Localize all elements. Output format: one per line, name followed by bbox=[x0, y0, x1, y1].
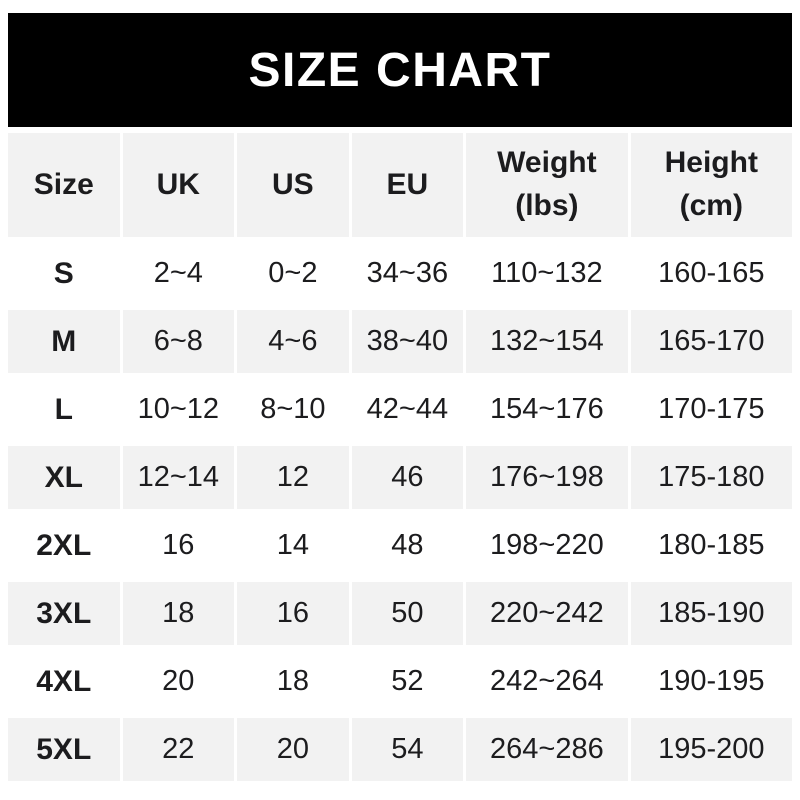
cell-us: 20 bbox=[237, 718, 349, 781]
cell-size: 5XL bbox=[8, 718, 120, 781]
cell-weight_lbs: 242~264 bbox=[466, 650, 628, 713]
header-label-line: EU bbox=[386, 167, 429, 201]
cell-us: 4~6 bbox=[237, 310, 349, 373]
cell-size: S bbox=[8, 242, 120, 305]
cell-height_cm: 165-170 bbox=[630, 310, 792, 373]
cell-weight_lbs: 198~220 bbox=[466, 514, 628, 577]
header-label-line: Size bbox=[33, 167, 94, 201]
cell-weight_lbs: 220~242 bbox=[466, 582, 628, 645]
cell-uk: 2~4 bbox=[122, 242, 235, 305]
cell-size: 2XL bbox=[8, 514, 120, 577]
cell-eu: 46 bbox=[351, 446, 464, 509]
cell-height_cm: 160-165 bbox=[630, 242, 792, 305]
cell-height_cm: 175-180 bbox=[630, 446, 792, 509]
cell-us: 0~2 bbox=[237, 242, 349, 305]
cell-us: 12 bbox=[237, 446, 349, 509]
cell-uk: 6~8 bbox=[122, 310, 235, 373]
cell-uk: 20 bbox=[122, 650, 235, 713]
table-row-3xl: 3XL 18 16 50 220~242 185-190 bbox=[8, 582, 792, 645]
table-row-xl: XL 12~14 12 46 176~198 175-180 bbox=[8, 446, 792, 509]
header-label-line: US bbox=[272, 167, 314, 201]
column-header-uk: UK bbox=[122, 133, 235, 237]
column-header-weight_lbs: Weight (lbs) bbox=[466, 133, 628, 237]
cell-weight_lbs: 110~132 bbox=[466, 242, 628, 305]
cell-uk: 22 bbox=[122, 718, 235, 781]
table-row-m: M 6~8 4~6 38~40 132~154 165-170 bbox=[8, 310, 792, 373]
cell-weight_lbs: 264~286 bbox=[466, 718, 628, 781]
cell-eu: 54 bbox=[351, 718, 464, 781]
cell-us: 8~10 bbox=[237, 378, 349, 441]
size-chart-banner: SIZE CHART bbox=[8, 13, 792, 127]
header-label-line: Weight bbox=[497, 146, 597, 180]
cell-us: 14 bbox=[237, 514, 349, 577]
page-title: SIZE CHART bbox=[248, 43, 552, 97]
column-header-us: US bbox=[237, 133, 349, 237]
cell-eu: 50 bbox=[351, 582, 464, 645]
column-header-size: Size bbox=[8, 133, 120, 237]
cell-eu: 34~36 bbox=[351, 242, 464, 305]
cell-eu: 48 bbox=[351, 514, 464, 577]
cell-size: 3XL bbox=[8, 582, 120, 645]
table-row-s: S 2~4 0~2 34~36 110~132 160-165 bbox=[8, 242, 792, 305]
header-label-line: UK bbox=[156, 167, 200, 201]
cell-uk: 16 bbox=[122, 514, 235, 577]
cell-height_cm: 190-195 bbox=[630, 650, 792, 713]
table-row-4xl: 4XL 20 18 52 242~264 190-195 bbox=[8, 650, 792, 713]
table-row-2xl: 2XL 16 14 48 198~220 180-185 bbox=[8, 514, 792, 577]
cell-size: M bbox=[8, 310, 120, 373]
cell-height_cm: 185-190 bbox=[630, 582, 792, 645]
header-label-line: (cm) bbox=[679, 189, 743, 222]
table-header-row: Size UK US EU Weight (lbs) Height (cm) bbox=[8, 133, 792, 237]
cell-size: L bbox=[8, 378, 120, 441]
cell-height_cm: 180-185 bbox=[630, 514, 792, 577]
cell-size: 4XL bbox=[8, 650, 120, 713]
cell-eu: 38~40 bbox=[351, 310, 464, 373]
cell-weight_lbs: 176~198 bbox=[466, 446, 628, 509]
cell-height_cm: 170-175 bbox=[630, 378, 792, 441]
cell-eu: 52 bbox=[351, 650, 464, 713]
cell-uk: 12~14 bbox=[122, 446, 235, 509]
table-row-l: L 10~12 8~10 42~44 154~176 170-175 bbox=[8, 378, 792, 441]
header-label-line: Height bbox=[664, 146, 758, 180]
size-chart-table: Size UK US EU Weight (lbs) Height (cm) S 2~4 0~2 34… bbox=[8, 133, 792, 781]
cell-us: 16 bbox=[237, 582, 349, 645]
cell-size: XL bbox=[8, 446, 120, 509]
cell-height_cm: 195-200 bbox=[630, 718, 792, 781]
column-header-height_cm: Height (cm) bbox=[630, 133, 792, 237]
cell-uk: 18 bbox=[122, 582, 235, 645]
cell-uk: 10~12 bbox=[122, 378, 235, 441]
header-label-line: (lbs) bbox=[515, 189, 579, 222]
cell-weight_lbs: 154~176 bbox=[466, 378, 628, 441]
cell-weight_lbs: 132~154 bbox=[466, 310, 628, 373]
table-row-5xl: 5XL 22 20 54 264~286 195-200 bbox=[8, 718, 792, 781]
cell-us: 18 bbox=[237, 650, 349, 713]
column-header-eu: EU bbox=[351, 133, 464, 237]
cell-eu: 42~44 bbox=[351, 378, 464, 441]
